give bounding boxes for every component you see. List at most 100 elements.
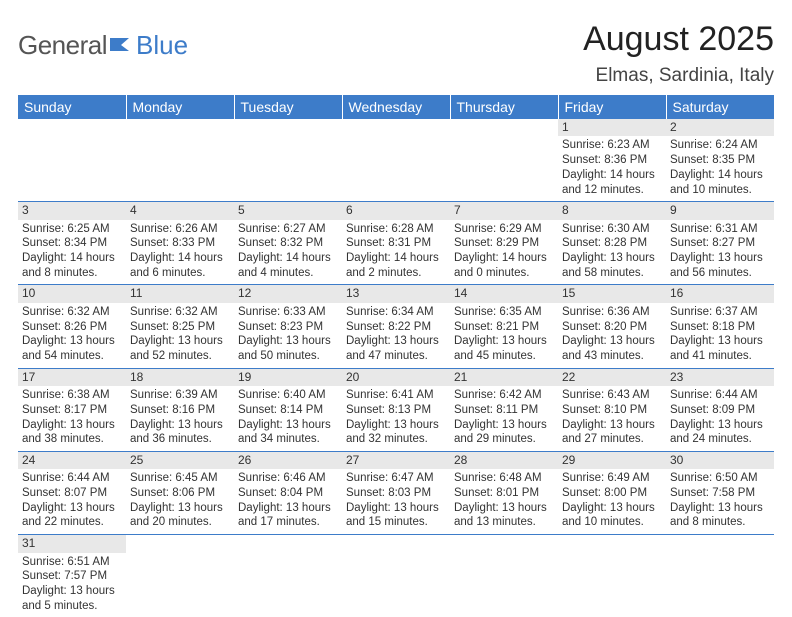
day-number: 24 (18, 452, 126, 469)
sunrise-text: Sunrise: 6:40 AM (238, 388, 338, 403)
sunrise-text: Sunrise: 6:33 AM (238, 305, 338, 320)
calendar-day-cell: 8Sunrise: 6:30 AMSunset: 8:28 PMDaylight… (558, 202, 666, 285)
sunrise-text: Sunrise: 6:34 AM (346, 305, 446, 320)
daylight-text: Daylight: 14 hours and 6 minutes. (130, 251, 230, 280)
sunset-text: Sunset: 7:57 PM (22, 569, 122, 584)
sunset-text: Sunset: 8:00 PM (562, 486, 662, 501)
sunset-text: Sunset: 8:01 PM (454, 486, 554, 501)
calendar-day-cell: 15Sunrise: 6:36 AMSunset: 8:20 PMDayligh… (558, 285, 666, 368)
day-number: 15 (558, 285, 666, 302)
calendar-empty-cell (234, 535, 342, 617)
day-number: 16 (666, 285, 774, 302)
day-number: 25 (126, 452, 234, 469)
weekday-header: Saturday (666, 95, 774, 119)
sunrise-text: Sunrise: 6:46 AM (238, 471, 338, 486)
day-number: 31 (18, 535, 126, 552)
sunrise-text: Sunrise: 6:44 AM (670, 388, 770, 403)
calendar-day-cell: 1Sunrise: 6:23 AMSunset: 8:36 PMDaylight… (558, 119, 666, 202)
month-title: August 2025 (583, 20, 774, 59)
day-number: 12 (234, 285, 342, 302)
sunset-text: Sunset: 8:20 PM (562, 320, 662, 335)
sunrise-text: Sunrise: 6:29 AM (454, 222, 554, 237)
day-number: 18 (126, 369, 234, 386)
calendar-day-cell: 31 Sunrise: 6:51 AMSunset: 7:57 PMDayligh… (18, 535, 126, 617)
day-number: 28 (450, 452, 558, 469)
daylight-text: Daylight: 13 hours and 32 minutes. (346, 418, 446, 447)
calendar-empty-cell (234, 119, 342, 202)
logo-flag-icon (109, 36, 135, 59)
day-number: 20 (342, 369, 450, 386)
sunrise-text: Sunrise: 6:32 AM (22, 305, 122, 320)
sunrise-text: Sunrise: 6:42 AM (454, 388, 554, 403)
daylight-text: Daylight: 13 hours and 41 minutes. (670, 334, 770, 363)
weekday-header: Sunday (18, 95, 126, 119)
day-info: Sunrise: 6:39 AMSunset: 8:16 PMDaylight:… (130, 388, 230, 447)
sunset-text: Sunset: 8:22 PM (346, 320, 446, 335)
sunrise-text: Sunrise: 6:28 AM (346, 222, 446, 237)
sunrise-text: Sunrise: 6:36 AM (562, 305, 662, 320)
daylight-text: Daylight: 13 hours and 45 minutes. (454, 334, 554, 363)
day-info: Sunrise: 6:28 AMSunset: 8:31 PMDaylight:… (346, 222, 446, 281)
sunset-text: Sunset: 8:36 PM (562, 153, 662, 168)
sunset-text: Sunset: 8:23 PM (238, 320, 338, 335)
day-info: Sunrise: 6:42 AMSunset: 8:11 PMDaylight:… (454, 388, 554, 447)
calendar-week-row: 3Sunrise: 6:25 AMSunset: 8:34 PMDaylight… (18, 202, 774, 285)
weekday-header: Thursday (450, 95, 558, 119)
calendar-day-cell: 12 Sunrise: 6:33 AMSunset: 8:23 PMDayligh… (234, 285, 342, 368)
sunset-text: Sunset: 8:21 PM (454, 320, 554, 335)
weekday-header: Friday (558, 95, 666, 119)
calendar-week-row: 1Sunrise: 6:23 AMSunset: 8:36 PMDaylight… (18, 119, 774, 202)
day-number: 29 (558, 452, 666, 469)
sunrise-text: Sunrise: 6:44 AM (22, 471, 122, 486)
calendar-day-cell: 18 Sunrise: 6:39 AMSunset: 8:16 PMDayligh… (126, 368, 234, 451)
logo-text-blue: Blue (136, 30, 188, 61)
sunrise-text: Sunrise: 6:25 AM (22, 222, 122, 237)
calendar-day-cell: 6Sunrise: 6:28 AMSunset: 8:31 PMDaylight… (342, 202, 450, 285)
calendar-day-cell: 9Sunrise: 6:31 AMSunset: 8:27 PMDaylight… (666, 202, 774, 285)
day-number: 3 (18, 202, 126, 219)
daylight-text: Daylight: 14 hours and 8 minutes. (22, 251, 122, 280)
day-number: 4 (126, 202, 234, 219)
calendar-empty-cell (342, 535, 450, 617)
day-info: Sunrise: 6:32 AMSunset: 8:25 PMDaylight:… (130, 305, 230, 364)
sunrise-text: Sunrise: 6:51 AM (22, 555, 122, 570)
day-number: 30 (666, 452, 774, 469)
logo: General Blue (18, 30, 188, 61)
day-info: Sunrise: 6:24 AMSunset: 8:35 PMDaylight:… (670, 138, 770, 197)
sunrise-text: Sunrise: 6:23 AM (562, 138, 662, 153)
sunrise-text: Sunrise: 6:48 AM (454, 471, 554, 486)
sunrise-text: Sunrise: 6:30 AM (562, 222, 662, 237)
sunrise-text: Sunrise: 6:37 AM (670, 305, 770, 320)
daylight-text: Daylight: 13 hours and 50 minutes. (238, 334, 338, 363)
sunrise-text: Sunrise: 6:26 AM (130, 222, 230, 237)
day-number: 22 (558, 369, 666, 386)
weekday-header: Tuesday (234, 95, 342, 119)
day-info: Sunrise: 6:51 AMSunset: 7:57 PMDaylight:… (22, 555, 122, 614)
daylight-text: Daylight: 13 hours and 54 minutes. (22, 334, 122, 363)
calendar-day-cell: 7Sunrise: 6:29 AMSunset: 8:29 PMDaylight… (450, 202, 558, 285)
day-info: Sunrise: 6:32 AMSunset: 8:26 PMDaylight:… (22, 305, 122, 364)
day-info: Sunrise: 6:27 AMSunset: 8:32 PMDaylight:… (238, 222, 338, 281)
sunrise-text: Sunrise: 6:43 AM (562, 388, 662, 403)
day-number: 14 (450, 285, 558, 302)
calendar-day-cell: 21Sunrise: 6:42 AMSunset: 8:11 PMDayligh… (450, 368, 558, 451)
day-number: 8 (558, 202, 666, 219)
sunset-text: Sunset: 8:18 PM (670, 320, 770, 335)
day-number: 5 (234, 202, 342, 219)
sunset-text: Sunset: 8:04 PM (238, 486, 338, 501)
calendar-empty-cell (18, 119, 126, 202)
sunrise-text: Sunrise: 6:35 AM (454, 305, 554, 320)
day-number: 26 (234, 452, 342, 469)
header: General Blue August 2025 Elmas, Sardinia… (18, 20, 774, 87)
daylight-text: Daylight: 13 hours and 36 minutes. (130, 418, 230, 447)
calendar-day-cell: 17Sunrise: 6:38 AMSunset: 8:17 PMDayligh… (18, 368, 126, 451)
calendar-day-cell: 27Sunrise: 6:47 AMSunset: 8:03 PMDayligh… (342, 451, 450, 534)
day-info: Sunrise: 6:43 AMSunset: 8:10 PMDaylight:… (562, 388, 662, 447)
sunset-text: Sunset: 8:07 PM (22, 486, 122, 501)
day-info: Sunrise: 6:45 AMSunset: 8:06 PMDaylight:… (130, 471, 230, 530)
sunset-text: Sunset: 8:14 PM (238, 403, 338, 418)
calendar-day-cell: 25 Sunrise: 6:45 AMSunset: 8:06 PMDayligh… (126, 451, 234, 534)
day-number: 2 (666, 119, 774, 136)
calendar-day-cell: 22 Sunrise: 6:43 AMSunset: 8:10 PMDayligh… (558, 368, 666, 451)
calendar-day-cell: 2 Sunrise: 6:24 AMSunset: 8:35 PMDaylight… (666, 119, 774, 202)
